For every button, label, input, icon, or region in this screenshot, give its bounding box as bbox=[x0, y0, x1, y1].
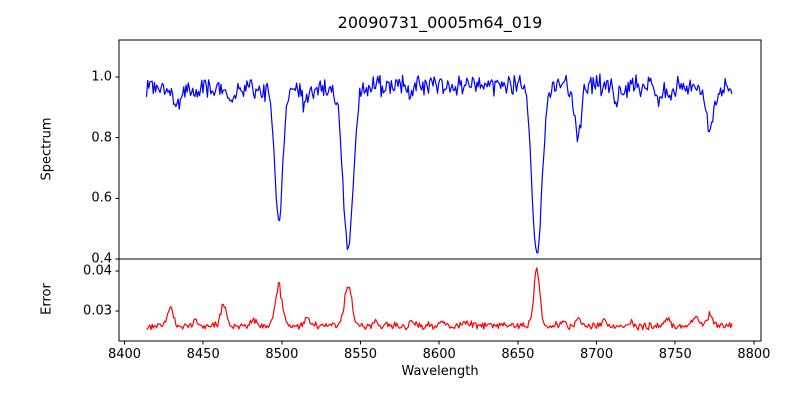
y-tick-label: 0.04 bbox=[83, 263, 112, 279]
spectrum-trace bbox=[145, 73, 733, 254]
x-axis-label: Wavelength bbox=[401, 364, 479, 379]
y-tick-label: 0.03 bbox=[83, 303, 112, 319]
y-tick-label: 0.4 bbox=[91, 251, 112, 267]
x-tick-label: 8650 bbox=[501, 347, 535, 362]
x-tick-label: 8700 bbox=[580, 347, 614, 362]
x-tick-label: 8500 bbox=[265, 347, 299, 362]
x-tick-label: 8800 bbox=[737, 347, 771, 362]
y-tick-label: 0.6 bbox=[91, 190, 112, 206]
x-tick-label: 8550 bbox=[343, 347, 378, 362]
x-tick-label: 8400 bbox=[107, 347, 142, 362]
error-trace bbox=[146, 267, 733, 331]
error-axes bbox=[118, 258, 762, 342]
chart-title: 20090731_0005m64_019 bbox=[337, 13, 543, 32]
y-tick-label: 0.8 bbox=[91, 130, 112, 146]
spectrum-axis-label: Spectrum bbox=[39, 117, 55, 181]
error-axis-label: Error bbox=[39, 283, 55, 315]
x-tick-label: 8450 bbox=[186, 347, 220, 362]
spectrum-axes bbox=[118, 39, 762, 260]
y-tick-label: 1.0 bbox=[91, 69, 112, 85]
x-tick-label: 8600 bbox=[422, 347, 456, 362]
x-tick-label: 8750 bbox=[658, 347, 692, 362]
